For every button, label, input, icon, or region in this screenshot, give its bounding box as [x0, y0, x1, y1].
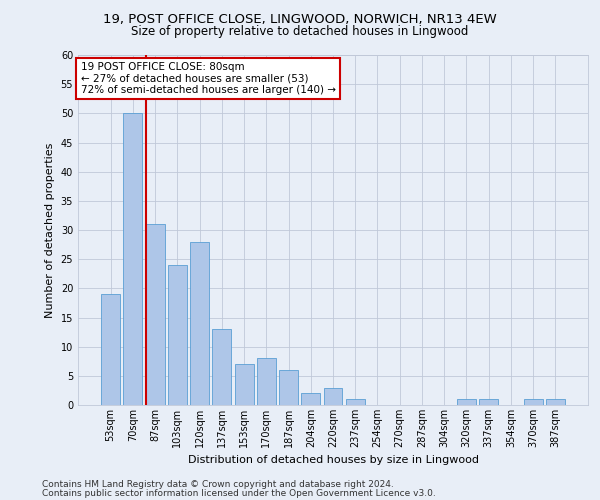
Bar	[524, 399, 542, 405]
Bar	[124, 114, 142, 405]
Text: Contains HM Land Registry data © Crown copyright and database right 2024.: Contains HM Land Registry data © Crown c…	[42, 480, 394, 489]
Bar	[235, 364, 254, 405]
Bar	[346, 399, 365, 405]
Text: Size of property relative to detached houses in Lingwood: Size of property relative to detached ho…	[131, 25, 469, 38]
Bar	[323, 388, 343, 405]
Text: 19, POST OFFICE CLOSE, LINGWOOD, NORWICH, NR13 4EW: 19, POST OFFICE CLOSE, LINGWOOD, NORWICH…	[103, 12, 497, 26]
Bar	[301, 394, 320, 405]
Bar	[479, 399, 498, 405]
X-axis label: Distribution of detached houses by size in Lingwood: Distribution of detached houses by size …	[187, 456, 479, 466]
Bar	[257, 358, 276, 405]
Text: 19 POST OFFICE CLOSE: 80sqm
← 27% of detached houses are smaller (53)
72% of sem: 19 POST OFFICE CLOSE: 80sqm ← 27% of det…	[80, 62, 335, 95]
Bar	[190, 242, 209, 405]
Bar	[546, 399, 565, 405]
Bar	[101, 294, 120, 405]
Y-axis label: Number of detached properties: Number of detached properties	[45, 142, 55, 318]
Bar	[168, 265, 187, 405]
Bar	[146, 224, 164, 405]
Bar	[457, 399, 476, 405]
Bar	[279, 370, 298, 405]
Text: Contains public sector information licensed under the Open Government Licence v3: Contains public sector information licen…	[42, 490, 436, 498]
Bar	[212, 329, 231, 405]
